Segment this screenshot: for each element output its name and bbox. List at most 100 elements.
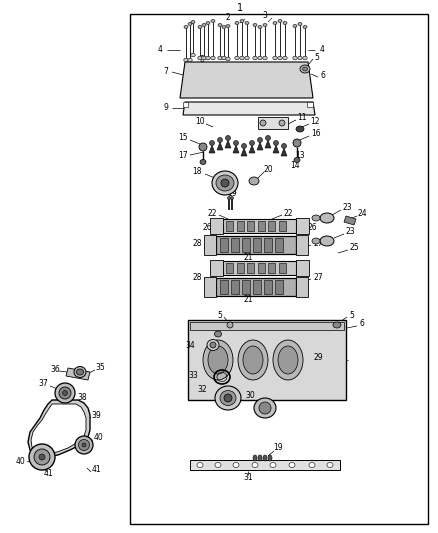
Ellipse shape [258,56,262,60]
Ellipse shape [77,369,84,375]
Text: 25: 25 [349,244,359,253]
Ellipse shape [294,157,300,163]
Ellipse shape [258,26,262,28]
Ellipse shape [206,21,210,25]
Text: 41: 41 [43,470,53,479]
Text: 22: 22 [283,208,293,217]
Polygon shape [273,145,279,153]
Bar [253,238,261,252]
Ellipse shape [59,387,71,399]
Text: 10: 10 [195,117,205,126]
Ellipse shape [218,23,222,27]
Ellipse shape [226,57,230,61]
Ellipse shape [29,444,55,470]
Bar [268,263,275,273]
Ellipse shape [238,340,268,380]
Polygon shape [180,62,313,98]
Ellipse shape [207,340,219,351]
Text: 13: 13 [295,150,305,159]
Ellipse shape [252,463,258,467]
Text: 27: 27 [313,238,323,247]
Ellipse shape [222,56,226,60]
Text: 20: 20 [263,166,273,174]
Bar [188,320,346,400]
Ellipse shape [198,56,202,60]
Ellipse shape [215,331,222,337]
Ellipse shape [283,56,287,60]
Ellipse shape [191,20,195,23]
Ellipse shape [293,139,301,147]
Ellipse shape [202,23,206,27]
Bar [296,218,309,234]
Bar [210,218,223,234]
Polygon shape [233,145,239,153]
Ellipse shape [250,141,254,146]
Ellipse shape [278,346,298,374]
Ellipse shape [298,56,302,60]
Ellipse shape [39,454,45,460]
Bar [279,221,286,231]
Text: 33: 33 [188,370,198,379]
Ellipse shape [300,65,310,73]
Ellipse shape [226,25,230,28]
Bar [264,280,272,294]
Ellipse shape [327,463,333,467]
Ellipse shape [260,120,266,126]
Polygon shape [344,216,356,225]
Polygon shape [265,140,271,148]
Bar [223,261,296,275]
Ellipse shape [258,138,262,142]
Bar [130,14,428,524]
Ellipse shape [253,56,257,60]
Ellipse shape [218,56,222,60]
Bar [237,263,244,273]
Ellipse shape [243,346,263,374]
Text: 9: 9 [163,103,169,112]
Text: 23: 23 [345,228,355,237]
Ellipse shape [293,25,297,28]
Text: 26: 26 [202,222,212,231]
Text: 29: 29 [313,353,323,362]
Text: 36: 36 [50,366,60,375]
Ellipse shape [253,455,257,461]
Ellipse shape [184,26,188,28]
Ellipse shape [309,463,315,467]
Ellipse shape [312,215,320,221]
Text: 5: 5 [350,311,354,319]
Ellipse shape [216,175,234,191]
Polygon shape [66,368,90,380]
Text: 27: 27 [313,272,323,281]
Bar [216,236,296,254]
Ellipse shape [82,443,86,447]
Ellipse shape [224,394,232,402]
Ellipse shape [268,455,272,461]
Bar [223,219,296,233]
Ellipse shape [258,455,262,461]
Bar [247,263,254,273]
Bar [296,235,308,255]
Ellipse shape [254,398,276,418]
Ellipse shape [303,56,307,60]
Text: 21: 21 [243,254,253,262]
Ellipse shape [230,197,233,199]
Ellipse shape [220,391,236,406]
Text: 6: 6 [321,70,325,79]
Text: 4: 4 [320,45,325,54]
Text: 39: 39 [91,410,101,419]
Text: 17: 17 [178,150,188,159]
Ellipse shape [218,138,223,142]
Bar [204,277,216,297]
Text: 7: 7 [163,68,169,77]
Ellipse shape [215,386,241,410]
Ellipse shape [298,22,302,26]
Ellipse shape [259,402,271,414]
Ellipse shape [273,56,277,60]
Polygon shape [209,145,215,153]
Text: 4: 4 [158,45,162,54]
Text: 21: 21 [243,295,253,304]
Ellipse shape [212,171,238,195]
Text: 26: 26 [307,222,317,231]
Ellipse shape [240,20,244,22]
Bar [183,102,188,107]
Ellipse shape [210,342,216,348]
